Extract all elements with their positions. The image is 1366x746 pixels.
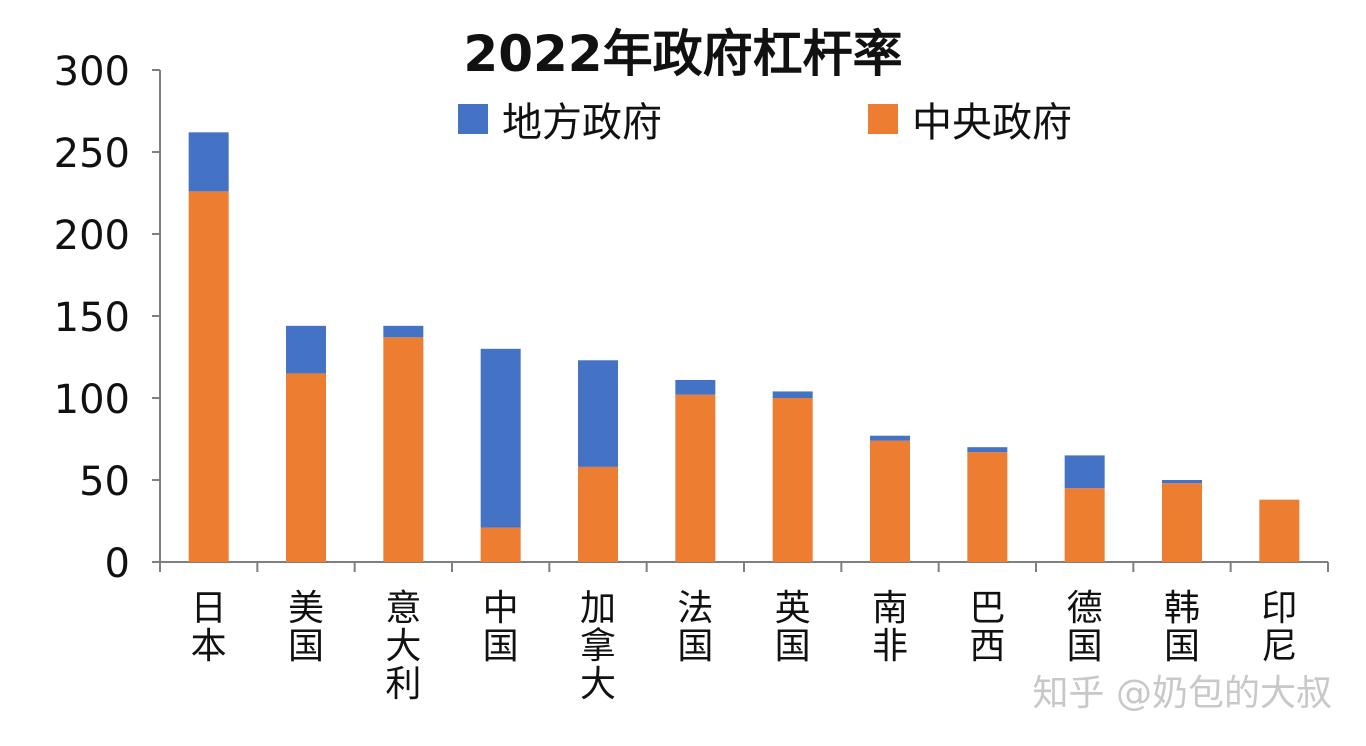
bar-local-加拿大 [578, 360, 618, 467]
x-tick-label: 印 [1261, 588, 1297, 629]
x-tick-label: 南 [872, 588, 908, 629]
bar-central-中国 [480, 527, 521, 562]
x-tick-label: 尼 [1261, 626, 1297, 667]
x-tick-label: 日 [191, 588, 227, 629]
y-tick-label: 200 [54, 213, 130, 259]
x-tick-label: 拿 [580, 626, 616, 667]
bar-local-法国 [675, 379, 716, 395]
bar-central-英国 [772, 398, 813, 562]
x-tick-label: 韩 [1164, 588, 1200, 629]
x-tick-label: 西 [969, 626, 1005, 667]
x-tick-label: 国 [483, 626, 519, 667]
bar-local-德国 [1064, 455, 1105, 489]
chart-title: 2022年政府杠杆率 [463, 25, 903, 83]
bar-central-法国 [675, 394, 716, 562]
legend-label-local: 地方政府 [502, 100, 662, 146]
x-tick-label: 国 [1164, 626, 1200, 667]
x-tick-label: 英 [775, 588, 811, 629]
bar-central-印尼 [1259, 499, 1300, 562]
x-tick-label: 美 [288, 588, 324, 629]
y-tick-label: 250 [54, 131, 130, 177]
bar-central-加拿大 [578, 466, 618, 562]
x-tick-label: 法 [677, 588, 713, 629]
bar-local-韩国 [1162, 480, 1202, 484]
x-tick-label: 国 [1067, 626, 1103, 667]
legend-swatch-central [868, 104, 898, 134]
bar-local-日本 [188, 132, 229, 192]
bar-central-巴西 [967, 452, 1008, 562]
y-tick-label: 50 [79, 459, 130, 505]
x-tick-label: 非 [872, 626, 908, 667]
bar-local-英国 [772, 391, 813, 398]
watermark: 知乎 @奶包的大叔 [1032, 673, 1332, 714]
x-tick-label: 大 [580, 664, 616, 705]
x-tick-label: 利 [385, 664, 421, 705]
y-tick-label: 300 [54, 49, 130, 95]
x-tick-label: 德 [1067, 588, 1103, 629]
legend-swatch-local [458, 104, 488, 134]
bar-central-韩国 [1162, 483, 1202, 562]
bar-local-美国 [286, 325, 326, 374]
x-tick-label: 国 [677, 626, 713, 667]
bar-central-日本 [188, 191, 229, 563]
y-tick-label: 150 [54, 295, 130, 341]
x-tick-label: 加 [580, 588, 616, 629]
x-tick-label: 巴 [969, 588, 1005, 629]
legend-label-central: 中央政府 [912, 100, 1072, 146]
x-tick-label: 本 [191, 626, 227, 667]
bar-central-德国 [1064, 488, 1105, 562]
bar-central-意大利 [383, 337, 424, 562]
bar-local-意大利 [383, 325, 424, 338]
x-tick-label: 国 [775, 626, 811, 667]
legend-item-central: 中央政府 [868, 96, 1072, 146]
x-tick-label: 中 [483, 588, 519, 629]
x-tick-label: 国 [288, 626, 324, 667]
bar-local-巴西 [967, 447, 1008, 453]
bar-central-美国 [286, 373, 326, 562]
x-tick-label: 大 [385, 626, 421, 667]
bar-local-中国 [480, 348, 521, 528]
y-tick-label: 0 [105, 541, 130, 587]
x-tick-label: 意 [385, 588, 421, 629]
bar-central-南非 [870, 440, 910, 562]
bar-local-南非 [870, 435, 910, 441]
legend-item-local: 地方政府 [458, 96, 662, 146]
y-tick-label: 100 [54, 377, 130, 423]
